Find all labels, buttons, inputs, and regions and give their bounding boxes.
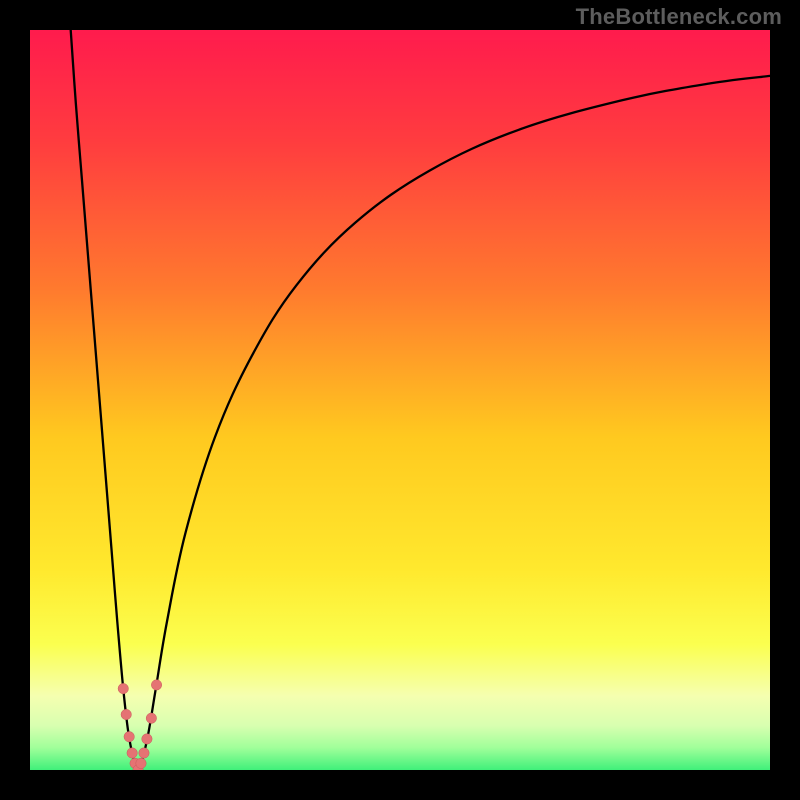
watermark-text: TheBottleneck.com <box>576 4 782 30</box>
marker-dot <box>139 748 149 758</box>
marker-dot <box>118 683 128 693</box>
marker-dot <box>151 680 161 690</box>
marker-dot <box>146 713 156 723</box>
chart-svg <box>0 0 800 800</box>
marker-dot <box>136 758 146 768</box>
chart-canvas: TheBottleneck.com <box>0 0 800 800</box>
marker-dot <box>124 732 134 742</box>
plot-background <box>30 30 770 770</box>
marker-dot <box>121 709 131 719</box>
marker-dot <box>142 734 152 744</box>
marker-dot <box>127 748 137 758</box>
